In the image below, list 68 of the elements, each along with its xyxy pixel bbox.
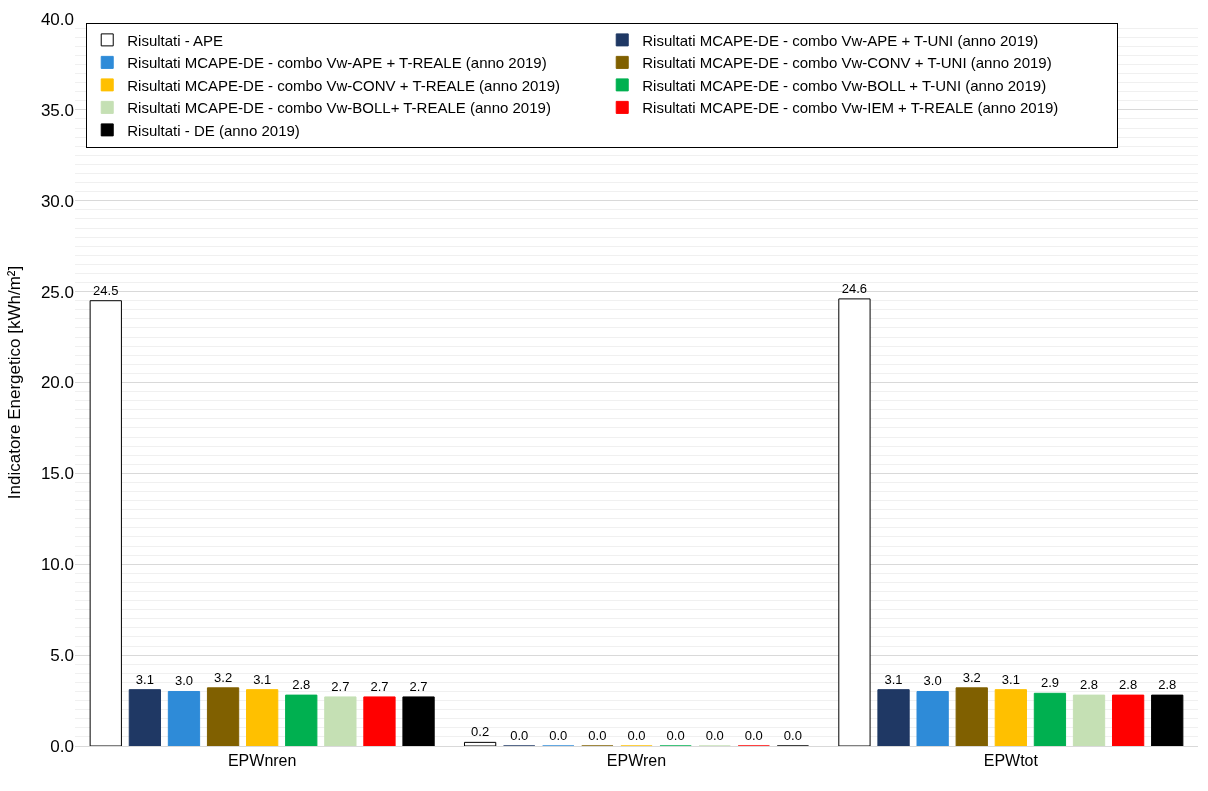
x-tick-label: EPWtot [983, 752, 1039, 770]
bar [1111, 694, 1145, 746]
bar [285, 694, 318, 746]
data-label: 0.0 [627, 728, 646, 743]
legend-label: Risultati MCAPE-DE - combo Vw-CONV + T-REALE (anno 2019) [127, 76, 561, 94]
data-label: 2.7 [370, 678, 389, 694]
bar [994, 689, 1027, 746]
data-label: 0.0 [744, 728, 763, 743]
bar [838, 298, 871, 746]
y-tick-label: 15.0 [40, 464, 74, 484]
bar [206, 687, 240, 746]
data-label: 2.8 [1119, 677, 1138, 693]
y-tick-label: 20.0 [40, 373, 74, 393]
bar [1151, 694, 1184, 746]
legend-label: Risultati - APE [127, 31, 224, 49]
legend-label: Risultati MCAPE-DE - combo Vw-IEM + T-REALE (anno 2019) [642, 99, 1059, 117]
bar [1033, 692, 1067, 746]
legend-label: Risultati MCAPE-DE - combo Vw-BOLL+ T-REALE (anno 2019) [127, 99, 551, 117]
y-tick-label: 25.0 [40, 282, 74, 302]
y-tick-label: 35.0 [40, 100, 74, 120]
data-label: 3.1 [253, 671, 272, 687]
bar [916, 690, 949, 746]
bar [89, 300, 122, 746]
data-label: 0.0 [783, 728, 802, 743]
data-label: 3.0 [174, 673, 194, 689]
bar [877, 689, 910, 746]
bar [324, 696, 357, 746]
legend-label: Risultati - DE (anno 2019) [127, 121, 300, 139]
data-label: 0.0 [510, 728, 529, 743]
bar [167, 690, 201, 746]
data-label: 3.1 [135, 671, 154, 687]
bar [463, 741, 497, 746]
data-label: 2.9 [1040, 675, 1059, 691]
data-label: 2.7 [331, 678, 350, 694]
bar [128, 689, 162, 746]
data-label: 2.8 [1158, 677, 1177, 693]
y-tick-label: 5.0 [50, 646, 74, 666]
x-tick-label: EPWren [606, 752, 667, 770]
data-label: 2.8 [292, 677, 311, 693]
data-label: 3.1 [1001, 671, 1020, 687]
bar [955, 687, 988, 746]
data-label: 3.2 [214, 669, 233, 685]
legend-label: Risultati MCAPE-DE - combo Vw-APE + T-UNI (anno 2019) [642, 31, 1039, 49]
legend-label: Risultati MCAPE-DE - combo Vw-APE + T-REALE (anno 2019) [127, 54, 547, 72]
legend-label: Risultati MCAPE-DE - combo Vw-BOLL + T-UNI (anno 2019) [642, 76, 1047, 94]
y-tick-label: 30.0 [40, 191, 74, 211]
data-label: 3.1 [884, 671, 903, 687]
y-tick-label: 40.0 [40, 9, 74, 29]
bar [402, 696, 435, 746]
data-label: 2.8 [1079, 677, 1099, 693]
legend-label: Risultati MCAPE-DE - combo Vw-CONV + T-UNI (anno 2019) [642, 54, 1052, 72]
data-label: 0.2 [471, 724, 490, 740]
data-label: 2.7 [409, 678, 428, 694]
data-label: 24.5 [93, 282, 119, 298]
data-label: 3.2 [962, 669, 981, 685]
data-label: 0.0 [666, 728, 685, 743]
data-label: 0.0 [588, 728, 607, 743]
y-tick-label: 10.0 [40, 555, 74, 575]
data-label: 0.0 [705, 728, 724, 743]
data-label: 0.0 [549, 728, 568, 743]
data-label: 24.6 [841, 280, 868, 296]
bar [246, 689, 279, 746]
bar [1072, 694, 1106, 746]
bar [363, 696, 396, 746]
x-tick-label: EPWnren [227, 752, 297, 770]
y-axis-title: Indicatore Energetico [kWh/m²] [5, 265, 25, 500]
data-label: 3.0 [923, 673, 942, 689]
y-tick-label: 0.0 [50, 736, 74, 756]
